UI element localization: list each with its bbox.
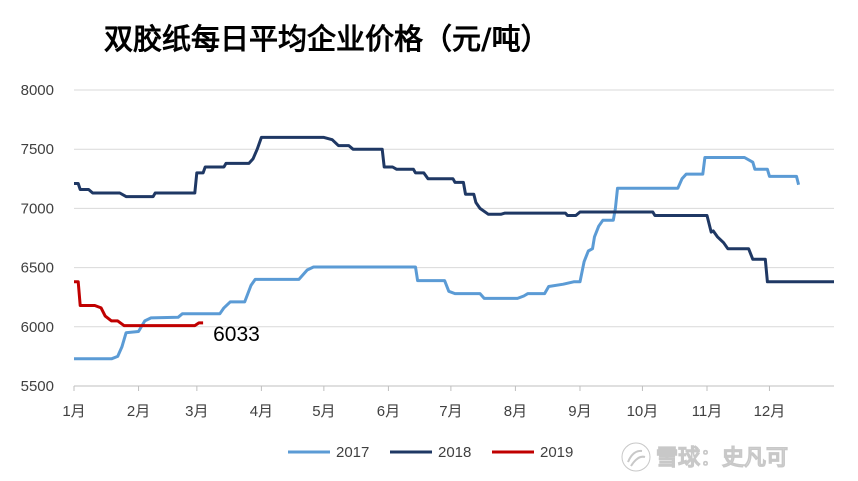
y-tick-label: 5500	[21, 378, 54, 395]
x-tick-label: 12月	[754, 403, 786, 420]
x-tick-label: 2月	[127, 403, 150, 420]
series-line-2017	[74, 156, 801, 361]
y-tick-label: 7000	[21, 200, 54, 217]
x-tick-label: 4月	[250, 403, 273, 420]
legend-label-2017: 2017	[336, 444, 369, 461]
x-axis: 1月 2月 3月 4月 5月 6月 7月 8月 9月 10月 11月 12月	[62, 385, 834, 420]
chart-title: 双胶纸每日平均企业价格（元/吨）	[104, 22, 550, 56]
x-tick-label: 9月	[568, 403, 591, 420]
legend-label-2019: 2019	[540, 444, 573, 461]
series-line-2018	[74, 135, 834, 284]
x-tick-label: 6月	[377, 403, 400, 420]
y-tick-label: 7500	[21, 141, 54, 158]
x-tick-label: 8月	[504, 403, 527, 420]
x-tick-label: 11月	[692, 403, 723, 420]
x-tick-label: 3月	[185, 403, 208, 420]
snowball-logo-icon	[621, 442, 651, 472]
y-tick-label: 8000	[21, 82, 54, 99]
annotation-label: 6033	[213, 323, 260, 346]
y-axis: 5500 6000 6500 7000 7500 8000	[21, 82, 54, 395]
y-tick-label: 6000	[21, 319, 54, 336]
x-tick-label: 7月	[439, 403, 462, 420]
legend: 2017 2018 2019	[288, 444, 573, 461]
x-tick-label: 1月	[62, 403, 85, 420]
snowball-logo-mark	[627, 449, 646, 467]
x-tick-label: 5月	[312, 403, 335, 420]
legend-label-2018: 2018	[438, 444, 471, 461]
watermark-text: 雪球：史凡可	[656, 445, 788, 470]
plot-area	[74, 135, 834, 361]
y-tick-label: 6500	[21, 260, 54, 277]
x-tick-label: 10月	[627, 403, 659, 420]
series-line-2019	[74, 280, 204, 328]
watermark: 雪球：史凡可	[621, 442, 788, 472]
